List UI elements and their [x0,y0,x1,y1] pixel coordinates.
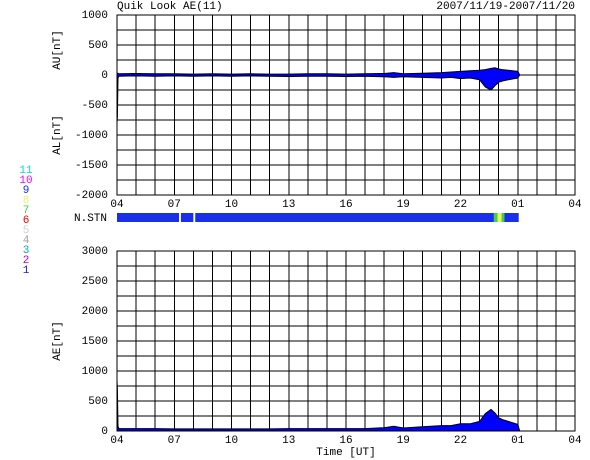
x-tick-label: 16 [339,435,352,447]
x-tick-label: 01 [511,199,525,211]
x-tick-label: 04 [568,435,582,447]
x-tick-label: 10 [225,435,238,447]
x-tick-label: 19 [397,199,410,211]
y-label: AU[nT] [52,30,64,70]
y-tick-label: 0 [101,70,108,82]
legend-label: 6 [23,215,30,227]
x-tick-label: 13 [282,435,295,447]
legend-label: 1 [23,265,30,277]
y-tick-label: 1000 [82,366,108,378]
x-tick-label: 04 [110,199,124,211]
legend-label: 11 [19,165,33,177]
y-label: AE[nT] [52,321,64,361]
legend-label: 9 [23,185,30,197]
x-label: Time [UT] [316,447,375,459]
y-tick-label: 1500 [82,336,108,348]
station-count-segment [493,213,498,222]
x-tick-label: 04 [110,435,124,447]
y-label: AL[nT] [52,115,64,155]
y-tick-label: 500 [88,40,108,52]
line [116,67,521,76]
x-tick-label: 19 [397,435,410,447]
legend-label: 7 [23,205,30,217]
y-tick-label: 1000 [82,10,108,22]
legend-label: 5 [23,225,30,237]
y-tick-label: -500 [82,100,108,112]
station-count-segment [497,213,502,222]
legend-label: 4 [23,235,30,247]
area [117,380,520,431]
y-tick-label: 500 [88,396,108,408]
y-tick-label: -1000 [75,130,108,142]
chart-title: Quik Look AE(11) [117,1,223,13]
station-count-segment [504,213,519,222]
station-count-segment [195,213,494,222]
plot-frame [116,14,576,196]
y-tick-label: 2000 [82,306,108,318]
legend-label: 2 [23,255,30,267]
line [116,379,521,432]
legend-label: 8 [23,195,30,207]
x-tick-label: 01 [511,435,525,447]
y-tick-label: -2000 [75,190,108,202]
y-tick-label: -1500 [75,160,108,172]
x-tick-label: 16 [339,199,352,211]
y-tick-label: 2500 [82,276,108,288]
station-count-segment [180,213,194,222]
x-tick-label: 07 [168,435,181,447]
line [116,74,521,124]
date-range: 2007/11/19-2007/11/20 [436,1,575,13]
x-tick-label: 04 [568,199,582,211]
plot-frame [116,250,576,432]
legend-label: 10 [19,175,32,187]
y-tick-label: 3000 [82,246,108,258]
y-tick-label: 0 [101,426,108,438]
x-tick-label: 22 [454,199,467,211]
station-count-segment [501,213,505,222]
station-count-segment [117,213,180,222]
x-tick-label: 13 [282,199,295,211]
x-tick-label: 10 [225,199,238,211]
legend-label: 3 [23,245,30,257]
x-tick-label: 07 [168,199,181,211]
x-tick-label: 22 [454,435,467,447]
strip-label: N.STN [74,213,107,225]
area [117,75,520,123]
